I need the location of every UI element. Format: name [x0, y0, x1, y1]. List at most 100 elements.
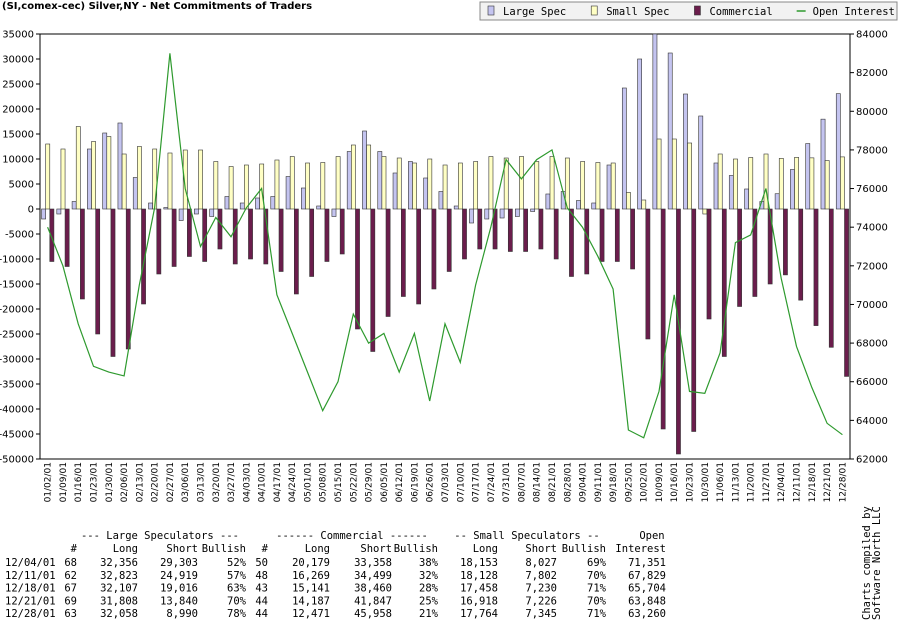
- bar: [80, 208, 85, 300]
- table-cell: 31,808: [100, 595, 138, 607]
- table-cell: 62: [64, 570, 77, 582]
- row-date: 12/04/01: [5, 557, 56, 569]
- bar: [553, 208, 559, 260]
- bar: [484, 208, 490, 220]
- y-tick-label: 5000: [9, 180, 34, 191]
- table-cell: 71%: [587, 583, 607, 595]
- x-tick-label: 06/05/01: [380, 462, 390, 502]
- y-tick-label: -20000: [0, 305, 34, 316]
- x-tick-label: 10/30/01: [701, 462, 711, 502]
- table-cell: 38%: [419, 557, 439, 569]
- bar: [255, 197, 260, 210]
- y-tick-label: 0: [28, 205, 34, 216]
- bar: [209, 208, 215, 217]
- table-cell: 71,351: [628, 557, 666, 569]
- bar: [64, 208, 70, 267]
- table-cell: 44: [255, 595, 268, 607]
- y2-tick-label: 78000: [856, 145, 888, 156]
- x-tick-label: 01/02/01: [44, 462, 54, 502]
- bar: [835, 93, 841, 210]
- bar: [274, 159, 280, 210]
- y-tick-label: 10000: [2, 155, 34, 166]
- table-cell: 57%: [227, 570, 247, 582]
- y-tick-label: -25000: [0, 330, 34, 341]
- x-tick-label: 03/06/01: [181, 462, 191, 502]
- bar: [400, 208, 406, 297]
- bar: [580, 161, 585, 210]
- bar: [408, 161, 413, 210]
- bar: [438, 191, 444, 210]
- bar: [244, 164, 249, 210]
- bar: [794, 157, 799, 210]
- table-cell: 32%: [419, 570, 439, 582]
- bar: [259, 163, 265, 210]
- bar: [423, 177, 429, 210]
- bar: [778, 158, 784, 210]
- bar: [630, 208, 635, 270]
- bar: [687, 142, 692, 210]
- column-header: Short: [360, 543, 392, 555]
- y-tick-label: 25000: [2, 80, 34, 91]
- table-cell: 19,016: [160, 583, 198, 595]
- y2-tick-label: 74000: [856, 223, 888, 234]
- table-cell: 33,358: [354, 557, 392, 569]
- x-tick-label: 07/10/01: [456, 462, 466, 502]
- bar: [335, 156, 341, 210]
- y-tick-label: 35000: [2, 30, 34, 41]
- x-tick-label: 10/23/01: [686, 462, 696, 502]
- bar: [442, 164, 448, 210]
- x-tick-label: 10/02/01: [640, 462, 650, 502]
- x-tick-label: 11/20/01: [747, 462, 757, 502]
- bar: [309, 208, 315, 277]
- bar: [840, 156, 845, 210]
- x-tick-label: 12/11/01: [793, 462, 803, 502]
- bar: [137, 146, 142, 210]
- bar: [106, 136, 112, 210]
- bar: [519, 156, 524, 210]
- column-header: Short: [166, 543, 198, 555]
- bar: [469, 208, 474, 224]
- bar: [728, 175, 734, 210]
- bar: [110, 208, 116, 357]
- bar: [824, 160, 830, 210]
- bar: [507, 208, 513, 252]
- credit: Charts compiled by: [861, 506, 873, 620]
- bar: [538, 208, 544, 250]
- x-tick-label: 08/28/01: [563, 462, 573, 502]
- y2-tick-label: 80000: [856, 107, 888, 118]
- legend-label: Large Spec: [503, 6, 566, 18]
- row-date: 12/18/01: [5, 583, 56, 595]
- bar: [610, 162, 616, 210]
- chart-title: (SI,comex-cec) Silver,NY - Net Commitmen…: [2, 1, 312, 12]
- bar: [809, 157, 815, 210]
- bar: [125, 208, 131, 350]
- table-cell: 63: [64, 608, 77, 620]
- table-cell: 70%: [587, 570, 607, 582]
- x-tick-label: 02/20/01: [151, 462, 161, 502]
- x-tick-label: 09/25/01: [624, 462, 634, 502]
- table-cell: 7,230: [525, 583, 557, 595]
- table-cell: 25%: [419, 595, 439, 607]
- table-cell: 48: [255, 570, 268, 582]
- bar: [569, 208, 574, 277]
- table-cell: 45,958: [354, 608, 392, 620]
- bar: [412, 162, 417, 210]
- table-cell: 8,990: [166, 608, 198, 620]
- table-cell: 32,107: [100, 583, 138, 595]
- x-tick-label: 05/08/01: [319, 462, 329, 502]
- table-cell: 34,499: [354, 570, 392, 582]
- bar: [763, 153, 769, 210]
- bar: [362, 130, 367, 210]
- y2-tick-label: 70000: [856, 300, 888, 311]
- bar: [820, 118, 826, 210]
- bar: [462, 208, 467, 260]
- y-tick-label: -50000: [0, 455, 34, 466]
- x-tick-label: 10/16/01: [670, 462, 680, 502]
- bar: [641, 199, 647, 210]
- bar: [60, 148, 66, 210]
- table-cell: 15,141: [292, 583, 330, 595]
- x-tick-label: 08/07/01: [517, 462, 527, 502]
- x-tick-label: 12/21/01: [823, 462, 833, 502]
- table-cell: 29,303: [160, 557, 198, 569]
